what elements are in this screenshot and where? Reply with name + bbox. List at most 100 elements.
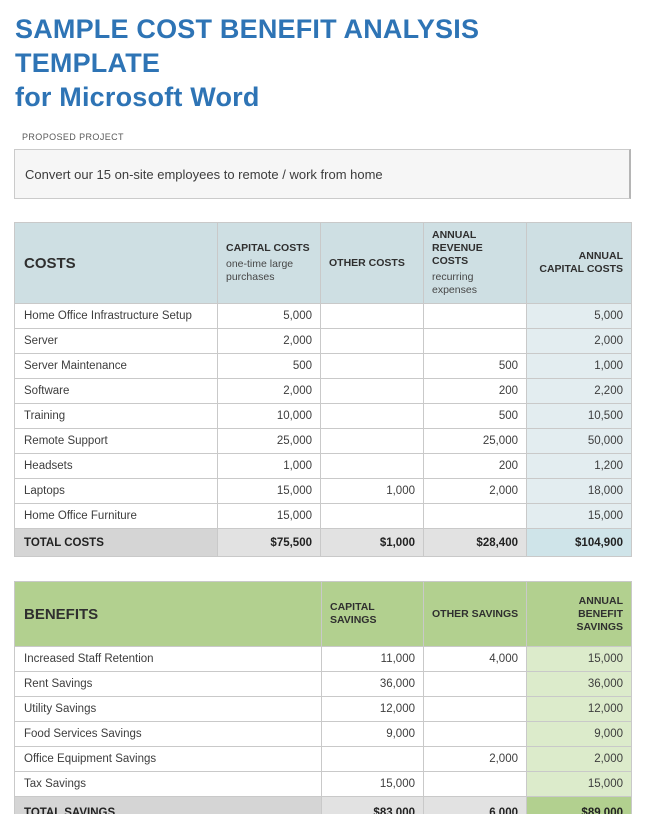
other-costs-cell[interactable] [320, 453, 424, 479]
other-costs-cell[interactable] [320, 428, 424, 454]
annual-benefit-savings-cell[interactable]: 15,000 [526, 771, 632, 797]
table-row: Software 2,000 200 2,200 [14, 378, 632, 404]
annual-capital-costs-cell[interactable]: 50,000 [526, 428, 632, 454]
costs-header-annual-capital: ANNUAL CAPITAL COSTS [526, 222, 632, 304]
capital-costs-cell[interactable]: 5,000 [217, 303, 321, 329]
row-label: Tax Savings [14, 771, 322, 797]
costs-table: COSTS CAPITAL COSTS one-time large purch… [14, 222, 632, 557]
capital-costs-cell[interactable]: 15,000 [217, 478, 321, 504]
annual-capital-costs-cell[interactable]: 5,000 [526, 303, 632, 329]
annual-revenue-costs-cell[interactable]: 500 [423, 353, 527, 379]
row-label: Home Office Infrastructure Setup [14, 303, 218, 329]
row-label: Office Equipment Savings [14, 746, 322, 772]
annual-capital-costs-cell[interactable]: 1,200 [526, 453, 632, 479]
costs-header-annual-revenue-title: ANNUAL REVENUE COSTS [432, 229, 483, 267]
total-costs-label: TOTAL COSTS [14, 528, 218, 557]
row-label: Increased Staff Retention [14, 646, 322, 672]
annual-benefit-savings-cell[interactable]: 36,000 [526, 671, 632, 697]
capital-costs-cell[interactable]: 2,000 [217, 328, 321, 354]
other-savings-cell[interactable]: 4,000 [423, 646, 527, 672]
annual-revenue-costs-cell[interactable]: 200 [423, 378, 527, 404]
capital-costs-cell[interactable]: 500 [217, 353, 321, 379]
row-label: Server [14, 328, 218, 354]
capital-savings-cell[interactable]: 11,000 [321, 646, 424, 672]
page-title-line2: for Microsoft Word [15, 82, 260, 112]
annual-benefit-savings-cell[interactable]: 9,000 [526, 721, 632, 747]
annual-benefit-savings-cell[interactable]: 2,000 [526, 746, 632, 772]
annual-revenue-costs-cell[interactable]: 500 [423, 403, 527, 429]
other-savings-cell[interactable]: 2,000 [423, 746, 527, 772]
capital-costs-cell[interactable]: 2,000 [217, 378, 321, 404]
capital-savings-cell[interactable]: 9,000 [321, 721, 424, 747]
other-savings-cell[interactable] [423, 771, 527, 797]
capital-savings-cell[interactable]: 15,000 [321, 771, 424, 797]
annual-revenue-costs-cell[interactable]: 2,000 [423, 478, 527, 504]
annual-capital-costs-cell[interactable]: 15,000 [526, 503, 632, 529]
capital-savings-cell[interactable]: 36,000 [321, 671, 424, 697]
page-title-line1: SAMPLE COST BENEFIT ANALYSIS TEMPLATE [15, 14, 480, 78]
other-costs-cell[interactable] [320, 403, 424, 429]
benefits-header-annual: ANNUAL BENEFIT SAVINGS [526, 581, 632, 647]
costs-header-capital: CAPITAL COSTS one-time large purchases [217, 222, 321, 304]
other-costs-cell[interactable] [320, 353, 424, 379]
table-row: Utility Savings 12,000 12,000 [14, 696, 632, 722]
other-costs-cell[interactable] [320, 378, 424, 404]
row-label: Headsets [14, 453, 218, 479]
other-costs-cell[interactable] [320, 503, 424, 529]
annual-revenue-costs-cell[interactable] [423, 503, 527, 529]
costs-header-annual-revenue-sub: recurring expenses [432, 271, 477, 296]
total-annual-benefit-savings: $89,000 [526, 796, 632, 814]
row-label: Food Services Savings [14, 721, 322, 747]
total-other-costs: $1,000 [320, 528, 424, 557]
capital-savings-cell[interactable] [321, 746, 424, 772]
row-label: Utility Savings [14, 696, 322, 722]
row-label: Remote Support [14, 428, 218, 454]
annual-revenue-costs-cell[interactable]: 200 [423, 453, 527, 479]
capital-costs-cell[interactable]: 10,000 [217, 403, 321, 429]
other-savings-cell[interactable] [423, 721, 527, 747]
total-other-savings: 6,000 [423, 796, 527, 814]
table-row: Rent Savings 36,000 36,000 [14, 671, 632, 697]
capital-costs-cell[interactable]: 25,000 [217, 428, 321, 454]
capital-costs-cell[interactable]: 15,000 [217, 503, 321, 529]
costs-header-title: COSTS [14, 222, 218, 304]
total-capital-costs: $75,500 [217, 528, 321, 557]
table-row: Office Equipment Savings 2,000 2,000 [14, 746, 632, 772]
costs-header-capital-title: CAPITAL COSTS [226, 242, 310, 254]
other-savings-cell[interactable] [423, 671, 527, 697]
benefits-table: BENEFITS CAPITAL SAVINGS OTHER SAVINGS A… [14, 581, 632, 814]
table-row: Server 2,000 2,000 [14, 328, 632, 354]
total-costs-row: TOTAL COSTS $75,500 $1,000 $28,400 $104,… [14, 528, 632, 557]
capital-savings-cell[interactable]: 12,000 [321, 696, 424, 722]
row-label: Server Maintenance [14, 353, 218, 379]
annual-revenue-costs-cell[interactable] [423, 303, 527, 329]
benefits-header-row: BENEFITS CAPITAL SAVINGS OTHER SAVINGS A… [14, 581, 632, 647]
table-row: Tax Savings 15,000 15,000 [14, 771, 632, 797]
table-row: Remote Support 25,000 25,000 50,000 [14, 428, 632, 454]
other-costs-cell[interactable] [320, 328, 424, 354]
annual-capital-costs-cell[interactable]: 18,000 [526, 478, 632, 504]
row-label: Home Office Furniture [14, 503, 218, 529]
table-row: Training 10,000 500 10,500 [14, 403, 632, 429]
annual-capital-costs-cell[interactable]: 2,200 [526, 378, 632, 404]
capital-costs-cell[interactable]: 1,000 [217, 453, 321, 479]
other-savings-cell[interactable] [423, 696, 527, 722]
annual-capital-costs-cell[interactable]: 10,500 [526, 403, 632, 429]
other-costs-cell[interactable] [320, 303, 424, 329]
annual-capital-costs-cell[interactable]: 1,000 [526, 353, 632, 379]
proposed-project-value: Convert our 15 on-site employees to remo… [25, 166, 383, 182]
annual-revenue-costs-cell[interactable] [423, 328, 527, 354]
total-annual-revenue-costs: $28,400 [423, 528, 527, 557]
other-costs-cell[interactable]: 1,000 [320, 478, 424, 504]
annual-capital-costs-cell[interactable]: 2,000 [526, 328, 632, 354]
benefits-header-capital: CAPITAL SAVINGS [321, 581, 424, 647]
proposed-project-field[interactable]: Convert our 15 on-site employees to remo… [14, 149, 631, 199]
total-capital-savings: $83,000 [321, 796, 424, 814]
annual-benefit-savings-cell[interactable]: 15,000 [526, 646, 632, 672]
costs-header-row: COSTS CAPITAL COSTS one-time large purch… [14, 222, 632, 304]
proposed-project-label: PROPOSED PROJECT [22, 132, 124, 142]
annual-benefit-savings-cell[interactable]: 12,000 [526, 696, 632, 722]
annual-revenue-costs-cell[interactable]: 25,000 [423, 428, 527, 454]
costs-header-other: OTHER COSTS [320, 222, 424, 304]
